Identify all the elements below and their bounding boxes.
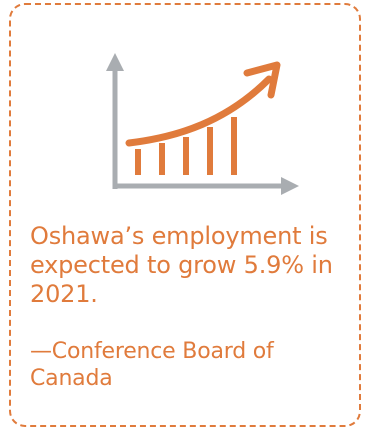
bar <box>207 127 213 175</box>
x-axis <box>113 177 299 195</box>
growth-chart-icon <box>106 53 299 195</box>
stat-line-2: expected to grow 5.9% in <box>30 251 333 279</box>
bar <box>159 143 165 175</box>
source-line-2: Canada <box>30 366 113 391</box>
y-axis <box>106 53 124 189</box>
bar <box>135 149 141 175</box>
bar <box>231 117 237 175</box>
stat-line-1: Oshawa’s employment is <box>30 222 328 250</box>
trend-arrow <box>125 61 281 147</box>
employment-stat: Oshawa’s employment is expected to grow … <box>30 222 350 309</box>
bar <box>183 137 189 175</box>
stat-card <box>9 3 361 427</box>
growth-bars <box>135 117 237 175</box>
source-attribution: —Conference Board of Canada <box>30 338 350 392</box>
stat-line-3: 2021. <box>30 280 98 308</box>
source-line-1: —Conference Board of <box>30 339 274 364</box>
